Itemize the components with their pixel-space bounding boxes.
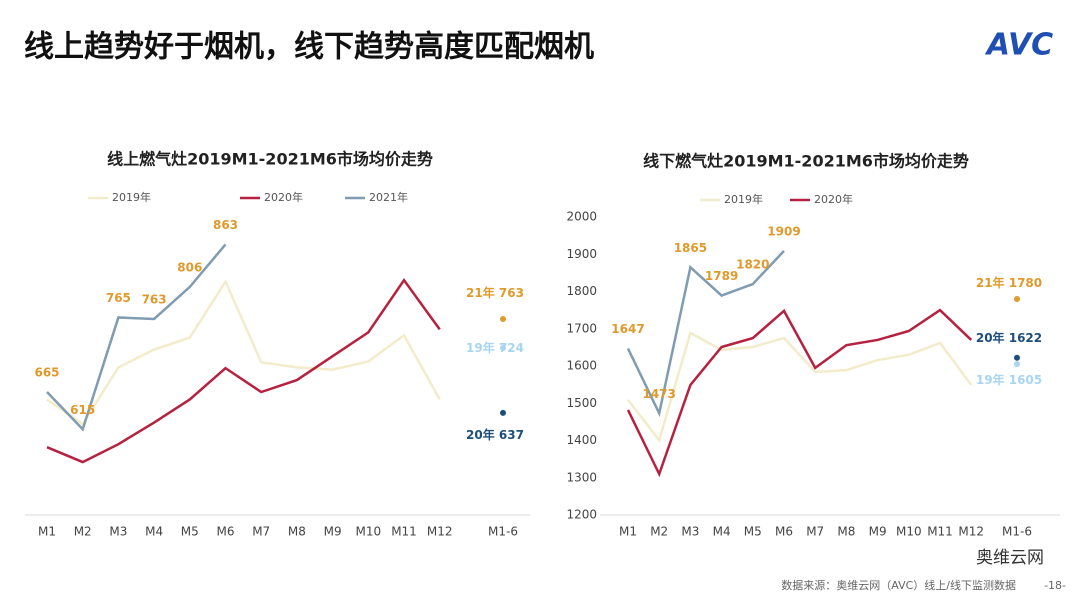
data-label: 1865	[674, 241, 707, 255]
x-tick-label: M8	[288, 525, 306, 539]
summary-name: 19年	[976, 372, 1005, 387]
summary-value: 724	[499, 341, 524, 355]
series-line	[627, 331, 973, 443]
data-label: 863	[213, 218, 238, 232]
summary-point	[1014, 354, 1020, 361]
x-tick-label: M9	[869, 525, 887, 539]
x-tick-label: M11	[927, 525, 953, 539]
x-tick-label: M8	[837, 525, 855, 539]
legend-label: 2019年	[724, 192, 763, 206]
series-line	[46, 243, 227, 432]
slide-title: 线上趋势好于烟机，线下趋势高度匹配烟机	[24, 30, 594, 65]
x-tick-label: M6	[217, 525, 235, 539]
series-line	[626, 308, 973, 478]
chart-title: 线下燃气灶2019M1-2021M6市场均价走势	[643, 152, 969, 171]
summary-label: 21年 763	[466, 284, 524, 299]
x-tick-label: M11	[391, 525, 417, 539]
summary-name: 21年	[466, 284, 495, 299]
summary-axis-label: M1-6	[488, 525, 518, 539]
summary-point	[500, 315, 506, 322]
x-tick-label: M7	[252, 525, 270, 539]
summary-name: 20年	[976, 329, 1005, 344]
data-label: 1647	[611, 322, 644, 336]
summary-label: 19年 724	[466, 340, 524, 355]
source: 数据来源：奥维云网（AVC）线上/线下监测数据	[781, 578, 1016, 592]
series-line	[46, 279, 441, 426]
y-tick-label: 1200	[566, 508, 597, 522]
summary-label: 20年 1622	[976, 329, 1042, 344]
wechat-label: 奥维云网	[976, 548, 1044, 568]
x-tick-label: M5	[744, 525, 762, 539]
data-label: 1789	[705, 269, 738, 283]
data-label: 615	[70, 403, 95, 417]
series-line	[46, 278, 441, 464]
data-label: 1473	[642, 387, 675, 401]
chart-title: 线上燃气灶2019M1-2021M6市场均价走势	[107, 150, 433, 169]
x-tick-label: M10	[355, 525, 381, 539]
summary-name: 20年	[466, 426, 495, 441]
x-tick-label: M6	[775, 525, 793, 539]
x-tick-label: M3	[681, 525, 699, 539]
summary-value: 1605	[1009, 373, 1042, 387]
x-tick-label: M7	[806, 525, 824, 539]
summary-name: 21年	[976, 274, 1005, 289]
y-tick-label: 1800	[566, 284, 597, 298]
x-tick-label: M2	[74, 525, 92, 539]
y-tick-label: 1400	[566, 433, 597, 447]
summary-value: 763	[499, 285, 524, 299]
y-tick-label: 1600	[566, 359, 597, 373]
summary-value: 1780	[1009, 275, 1042, 289]
data-label: 1909	[767, 224, 800, 238]
y-tick-label: 1300	[566, 470, 597, 484]
logo: AVC	[985, 28, 1053, 63]
data-label: 806	[177, 260, 202, 274]
data-label: 765	[106, 291, 131, 305]
x-tick-label: M2	[650, 525, 668, 539]
legend-label: 2020年	[814, 192, 853, 206]
summary-label: 20年 637	[466, 426, 524, 441]
x-tick-label: M12	[427, 525, 453, 539]
y-tick-label: 1900	[566, 247, 597, 261]
summary-point	[500, 409, 506, 416]
x-tick-label: M12	[958, 525, 984, 539]
data-label: 763	[142, 292, 167, 306]
x-tick-label: M3	[109, 525, 127, 539]
x-tick-label: M5	[181, 525, 199, 539]
summary-point	[1014, 361, 1020, 368]
data-label: 1820	[736, 258, 769, 272]
summary-label: 21年 1780	[976, 274, 1042, 289]
summary-value: 1622	[1009, 330, 1042, 344]
page-number: -18-	[1044, 579, 1066, 592]
x-tick-label: M4	[145, 525, 163, 539]
x-tick-label: M1	[38, 525, 56, 539]
summary-name: 19年	[466, 340, 495, 355]
x-tick-label: M10	[896, 525, 922, 539]
data-label: 665	[34, 366, 59, 380]
y-tick-label: 1500	[566, 396, 597, 410]
summary-point	[500, 345, 506, 352]
y-tick-label: 2000	[566, 210, 597, 224]
legend-label: 2021年	[369, 190, 408, 204]
x-tick-label: M1	[619, 525, 637, 539]
series-line	[626, 250, 785, 418]
summary-axis-label: M1-6	[1002, 525, 1032, 539]
legend-label: 2020年	[264, 190, 303, 204]
legend-label: 2019年	[112, 190, 151, 204]
x-tick-label: M4	[713, 525, 731, 539]
summary-value: 637	[499, 427, 524, 441]
x-tick-label: M9	[324, 525, 342, 539]
summary-label: 19年 1605	[976, 372, 1042, 387]
y-tick-label: 1700	[566, 321, 597, 335]
summary-point	[1014, 295, 1020, 302]
